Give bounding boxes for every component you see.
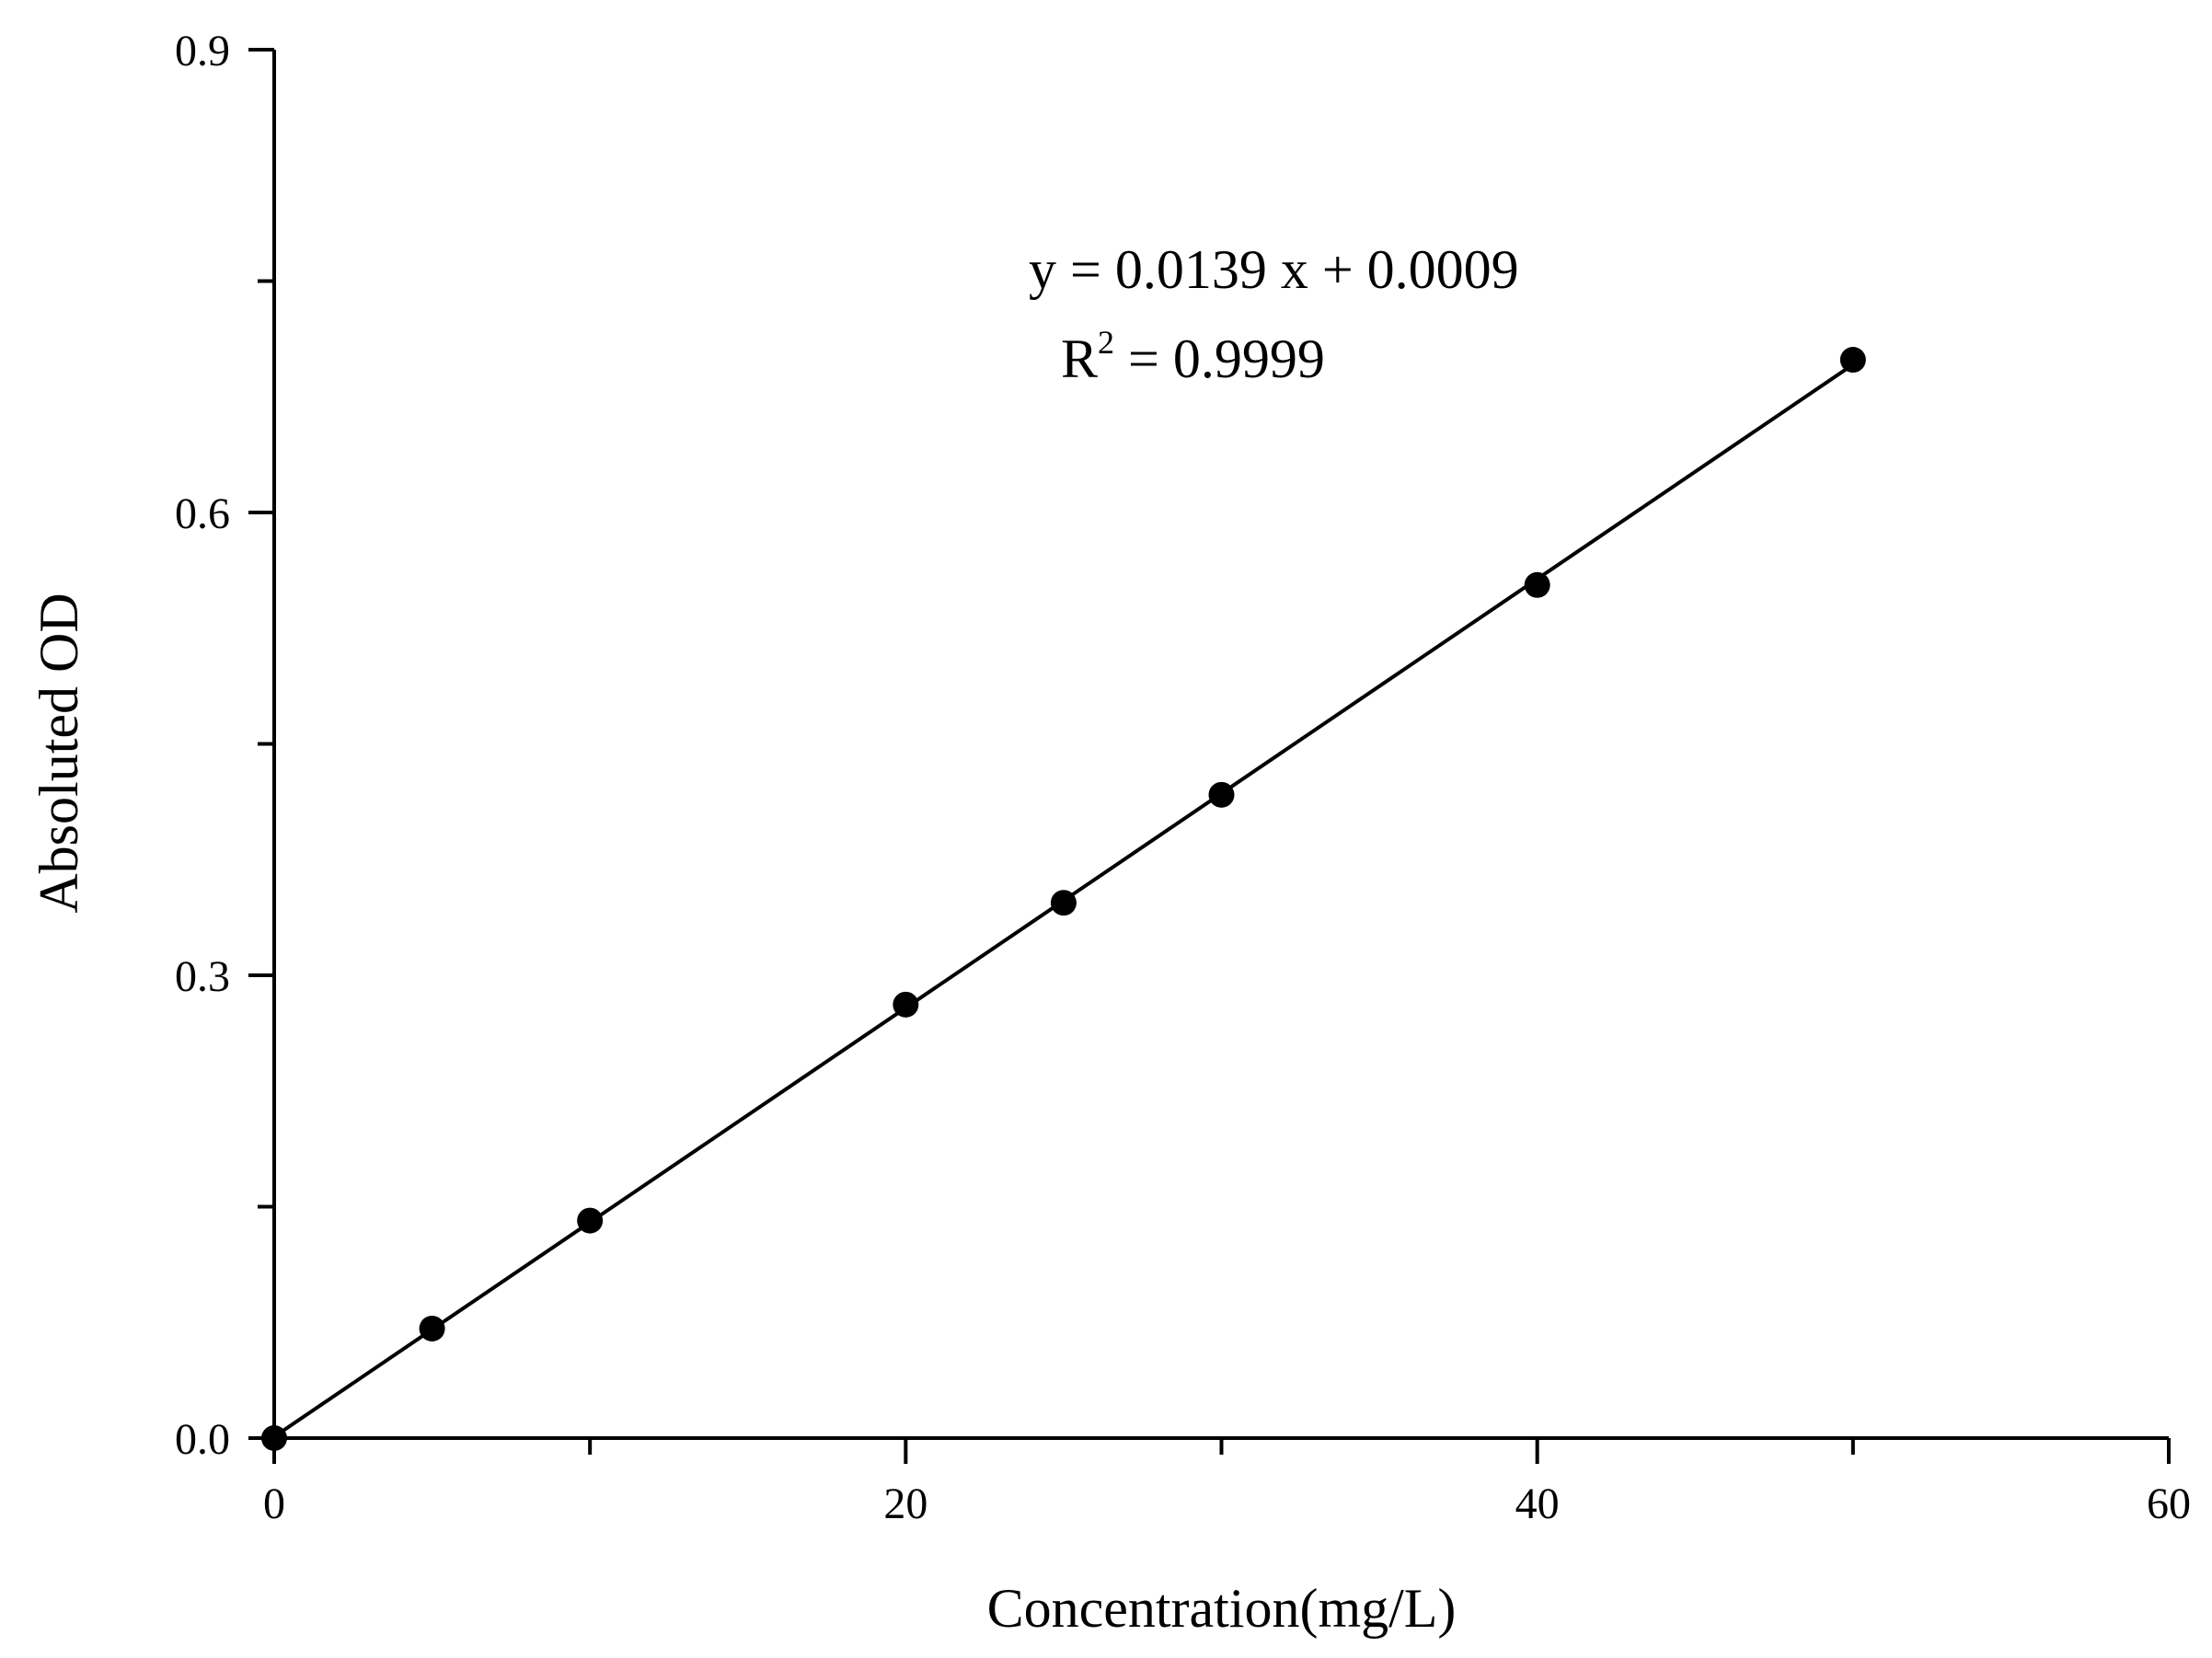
x-tick-label: 20 xyxy=(883,1480,927,1528)
data-point xyxy=(1050,890,1077,916)
data-point xyxy=(261,1425,287,1451)
x-axis-title: Concentration(mg/L) xyxy=(987,1578,1457,1639)
x-tick-label: 0 xyxy=(263,1480,285,1528)
r-squared-prefix: R xyxy=(1061,328,1098,389)
data-point xyxy=(1839,347,1866,374)
y-tick-label: 0.9 xyxy=(175,27,230,75)
r-squared-label: R2 = 0.9999 xyxy=(1061,324,1325,389)
regression-equation: y = 0.0139 x + 0.0009 xyxy=(1029,239,1519,300)
data-point xyxy=(577,1207,604,1234)
x-tick-label: 40 xyxy=(1515,1480,1560,1528)
r-squared-value: = 0.9999 xyxy=(1114,328,1325,389)
data-point xyxy=(1208,781,1235,808)
y-axis-title: Absoluted OD xyxy=(29,593,89,913)
data-point xyxy=(893,991,919,1018)
labels: Concentration(mg/L) Absoluted OD y = 0.0… xyxy=(29,239,1519,1639)
y-tick-label: 0.0 xyxy=(175,1415,230,1464)
data-point xyxy=(419,1315,445,1341)
data-points xyxy=(261,347,1866,1451)
data-point xyxy=(1524,571,1550,598)
y-tick-label: 0.3 xyxy=(175,952,230,1001)
x-tick-label: 60 xyxy=(2147,1480,2191,1528)
axes: 0 20 40 60 0.0 0.3 0.6 0.9 xyxy=(175,27,2191,1528)
r-squared-superscript: 2 xyxy=(1098,324,1114,361)
y-tick-label: 0.6 xyxy=(175,489,230,538)
